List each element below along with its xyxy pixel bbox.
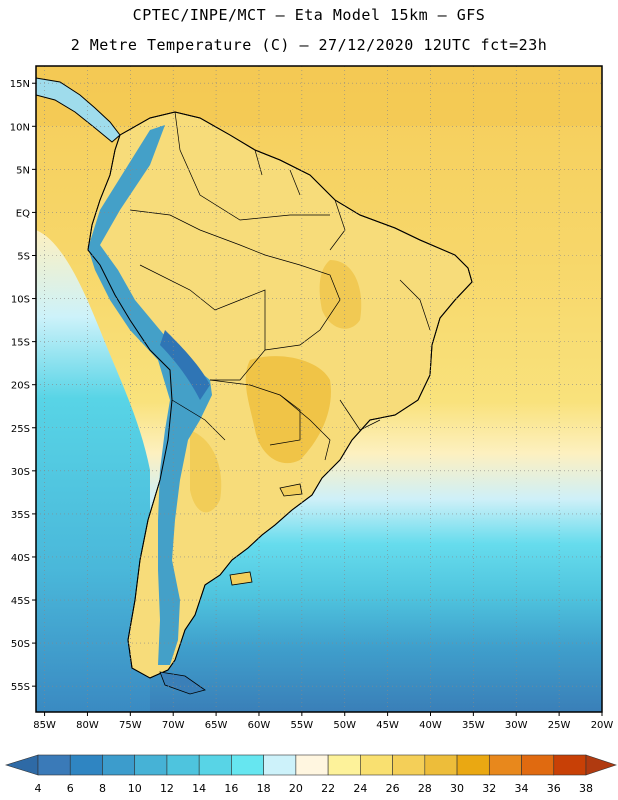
temperature-colorbar [4, 754, 617, 776]
country-borders [129, 111, 431, 461]
lon-label: 45W [376, 720, 399, 731]
lon-label: 65W [205, 720, 228, 731]
colorbar-label: 32 [482, 782, 496, 795]
colorbar-label: 38 [579, 782, 593, 795]
lat-label: 45S [11, 596, 30, 607]
colorbar-swatch [424, 754, 458, 776]
lat-label: 40S [11, 553, 30, 564]
lon-label: 85W [33, 720, 56, 731]
colorbar-swatch [392, 754, 426, 776]
lon-label: 70W [162, 720, 185, 731]
colorbar-label: 28 [418, 782, 432, 795]
lon-label: 40W [419, 720, 442, 731]
lon-label: 30W [505, 720, 528, 731]
colorbar-swatch [102, 754, 136, 776]
colorbar-labels: 4 6 8 10 12 14 16 18 20 22 24 26 28 30 32 34 36 38 [35, 782, 594, 795]
title-variable: 2 Metre Temperature (C) – 27/12/2020 12U… [70, 36, 548, 54]
lat-label: 15N [10, 79, 30, 90]
lat-label: 35S [11, 510, 30, 521]
colorbar-swatch [553, 754, 587, 776]
lat-label: 15S [11, 338, 30, 349]
colorbar-swatch [37, 754, 71, 776]
colorbar-label: 12 [160, 782, 174, 795]
axis-ticks [32, 82, 603, 716]
lat-label: 5N [16, 165, 30, 176]
colorbar-label: 14 [192, 782, 206, 795]
lon-label: 75W [119, 720, 142, 731]
lat-label: 10N [10, 122, 30, 133]
colorbar-label: 16 [224, 782, 238, 795]
colorbar-swatch [166, 754, 200, 776]
colorbar-swatch [134, 754, 168, 776]
title-model: CPTEC/INPE/MCT – Eta Model 15km – GFS [132, 6, 486, 24]
colorbar-swatch [69, 754, 103, 776]
colorbar-label: 10 [128, 782, 142, 795]
colorbar-label: 22 [321, 782, 335, 795]
colorbar-swatch [360, 754, 393, 776]
colorbar-swatch [488, 754, 522, 776]
colorbar-label: 20 [289, 782, 303, 795]
lon-label: 35W [462, 720, 485, 731]
tierra-del-fuego [159, 671, 206, 695]
lon-label: 20W [591, 720, 614, 731]
falkland-islands [229, 571, 253, 586]
map-area [36, 66, 602, 712]
lat-label: 10S [11, 295, 30, 306]
colorbar-label: 34 [515, 782, 529, 795]
colorbar-swatch [327, 754, 361, 776]
colorbar-label: 6 [67, 782, 74, 795]
north-warm-band [36, 66, 602, 126]
colorbar-swatch [295, 754, 329, 776]
latitude-labels: 15N 10N 5N EQ 5S 10S 15S 20S 25S 30S 35S 40S 45S 50S 5… [10, 79, 30, 693]
lon-label: 25W [548, 720, 571, 731]
colorbar-label: 26 [386, 782, 400, 795]
lat-label: 20S [11, 381, 30, 392]
argentina-hot-patch [190, 430, 222, 513]
lon-label: 55W [291, 720, 314, 731]
colorbar-swatch [521, 754, 555, 776]
colorbar-label: 36 [547, 782, 561, 795]
colorbar-label: 8 [99, 782, 106, 795]
colorbar-label: 30 [450, 782, 464, 795]
colorbar-swatch [231, 754, 264, 776]
lat-label: 5S [17, 251, 30, 262]
colorbar-label: 24 [353, 782, 367, 795]
lon-label: 80W [76, 720, 99, 731]
colorbar-label: 4 [35, 782, 42, 795]
northeast-hot-patch [319, 260, 362, 329]
colorbar-swatch [198, 754, 232, 776]
coastline [87, 111, 473, 679]
colorbar-swatch [456, 754, 490, 776]
lat-label: 25S [11, 424, 30, 435]
lon-label: 50W [333, 720, 356, 731]
colorbar-high-arrow [585, 754, 617, 776]
interior-hot-patch [245, 356, 331, 464]
lat-label: 55S [11, 682, 30, 693]
lat-label: EQ [16, 208, 30, 219]
lat-label: 30S [11, 467, 30, 478]
central-america-land [36, 77, 121, 143]
lon-label: 60W [248, 720, 271, 731]
andes-cold-ridge [88, 125, 212, 665]
longitude-labels: 85W 80W 75W 70W 65W 60W 55W 50W 45W 40W 35W 30W 25W 2… [33, 720, 613, 731]
altiplano-cold [160, 330, 210, 400]
colorbar-label: 18 [257, 782, 271, 795]
map-frame [35, 65, 603, 713]
colorbar-swatch [263, 754, 297, 776]
lat-label: 50S [11, 639, 30, 650]
colorbar-low-arrow [4, 754, 39, 776]
